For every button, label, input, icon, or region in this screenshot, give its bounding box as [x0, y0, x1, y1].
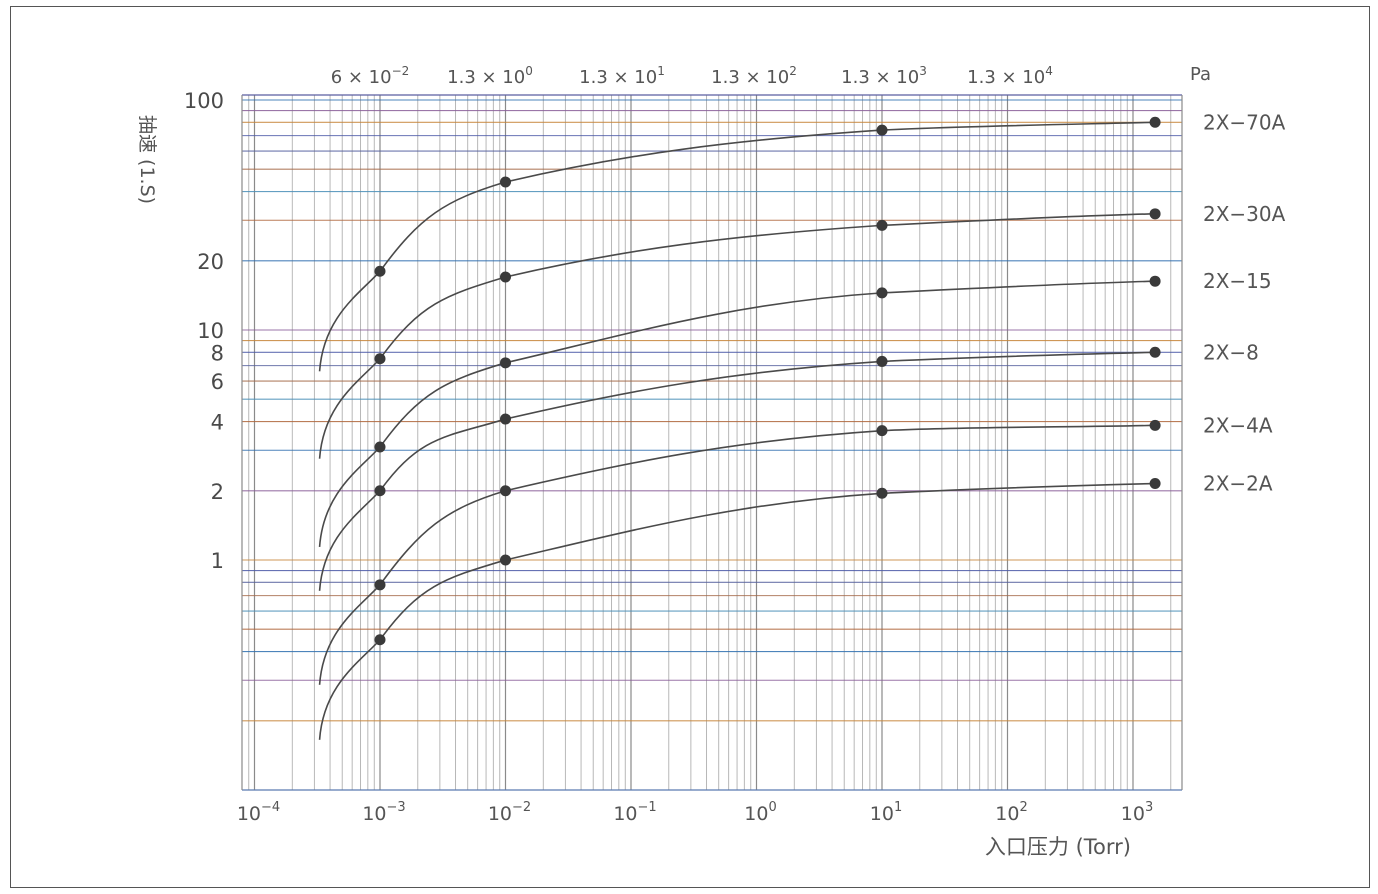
- x-tick-label: 10−4: [237, 800, 280, 825]
- data-point: [500, 357, 511, 369]
- y-tick-label: 8: [211, 341, 224, 365]
- x-axis-title: 入口压力 (Torr): [985, 835, 1131, 859]
- data-point: [1149, 478, 1161, 490]
- y-tick-label: 20: [197, 250, 224, 274]
- data-point: [1149, 419, 1161, 431]
- data-point: [876, 287, 888, 299]
- x-tick-label: 10−2: [488, 800, 531, 825]
- data-point: [500, 176, 511, 188]
- series-curve: [318, 351, 1156, 591]
- chart-labels: 2X−70A 2X−30A 2X−15 2X−8 2X−4A 2X−2A 100 20 108 6…: [136, 64, 1286, 859]
- data-point: [1149, 346, 1161, 358]
- y-tick-label: 10: [197, 319, 224, 343]
- y-tick-label: 2: [211, 480, 224, 504]
- top-axis-tick-label: 6 × 10−2: [331, 64, 410, 88]
- data-point: [500, 271, 511, 283]
- series-curve: [318, 280, 1156, 548]
- series-label: 2X−15: [1203, 269, 1272, 293]
- top-axis-tick-label: 1.3 × 102: [711, 64, 797, 88]
- series-curve: [318, 213, 1156, 459]
- y-tick-label: 6: [211, 370, 224, 394]
- top-axis-tick-label: 1.3 × 100: [447, 64, 533, 88]
- data-point: [876, 425, 888, 437]
- data-point: [374, 441, 386, 453]
- chart-grid: [241, 94, 1183, 791]
- x-tick-label: 100: [744, 800, 776, 825]
- data-point: [500, 554, 511, 566]
- x-tick-label: 10−3: [362, 800, 405, 825]
- data-point: [1149, 208, 1161, 220]
- top-axis-tick-label: 1.3 × 103: [841, 64, 927, 88]
- data-point: [374, 265, 386, 277]
- series-curve: [318, 424, 1156, 685]
- series-curve: [318, 121, 1156, 372]
- data-point: [876, 219, 888, 231]
- x-tick-label: 103: [1121, 800, 1153, 825]
- series-label: 2X−30A: [1203, 202, 1286, 226]
- data-point: [1149, 275, 1161, 287]
- y-tick-label: 100: [184, 89, 224, 113]
- series-label: 2X−4A: [1203, 413, 1273, 437]
- data-point: [500, 485, 511, 497]
- series-curve: [318, 482, 1156, 740]
- chart-curves: [318, 116, 1161, 740]
- data-point: [374, 579, 386, 591]
- data-point: [876, 487, 888, 499]
- x-tick-label: 101: [870, 800, 902, 825]
- data-point: [500, 413, 511, 425]
- y-axis-title: 抽速 (1.S): [136, 115, 158, 204]
- series-label: 2X−8: [1203, 340, 1259, 364]
- y-tick-label: 1: [211, 549, 224, 573]
- top-axis-tick-label: 1.3 × 104: [967, 64, 1053, 88]
- data-point: [1149, 116, 1161, 128]
- data-point: [876, 124, 888, 136]
- series-label: 2X−70A: [1203, 110, 1286, 134]
- data-point: [374, 485, 386, 497]
- y-tick-label: 4: [211, 411, 224, 435]
- data-point: [876, 355, 888, 367]
- series-label: 2X−2A: [1203, 472, 1273, 496]
- x-tick-label: 10−1: [613, 800, 656, 825]
- data-point: [374, 353, 386, 365]
- data-point: [374, 634, 386, 646]
- top-axis-unit: Pa: [1190, 64, 1211, 85]
- figure-frame: [10, 6, 1370, 888]
- top-axis-tick-label: 1.3 × 101: [579, 64, 665, 88]
- x-tick-label: 102: [995, 800, 1027, 825]
